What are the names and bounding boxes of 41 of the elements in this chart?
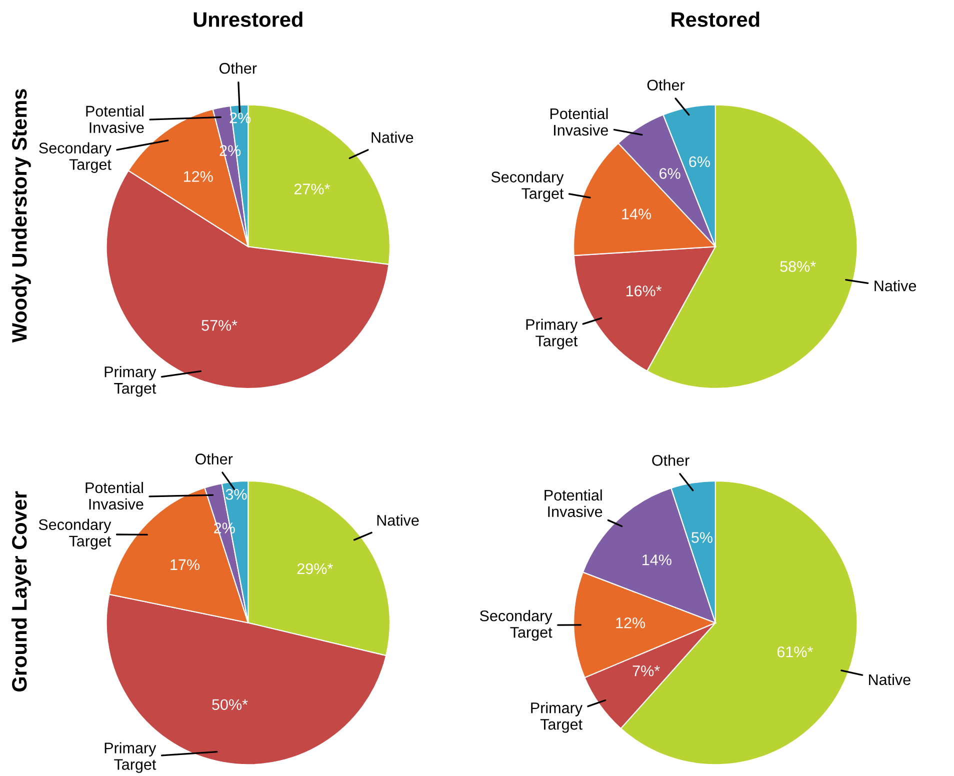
data-label: 12% xyxy=(184,171,213,182)
slice-label: Other xyxy=(647,79,685,91)
slice-label: Other xyxy=(652,454,690,466)
data-label: 12% xyxy=(616,617,646,628)
slice-label: Potential Invasive xyxy=(544,489,602,518)
slice-label: Secondary Target xyxy=(480,610,552,641)
slice-label: Potential Invasive xyxy=(86,105,144,134)
slice-label: Primary Target xyxy=(104,742,156,773)
slice-label: Primary Target xyxy=(526,318,578,350)
data-label: 29%* xyxy=(297,563,333,574)
chart-title: Restored xyxy=(672,12,760,27)
data-label: 7%* xyxy=(632,666,660,676)
slice-label: Secondary Target xyxy=(39,142,112,173)
text: Ground Layer Cover xyxy=(11,491,31,692)
slice-label: Potential Invasive xyxy=(86,482,144,510)
slice-label: Primary Target xyxy=(531,702,583,733)
data-label: 6% xyxy=(689,156,710,168)
slice-label: Other xyxy=(220,62,257,74)
data-label: 61%* xyxy=(777,646,813,658)
data-label: 17% xyxy=(170,559,200,570)
data-label: 16%* xyxy=(626,286,662,296)
data-label: 58%* xyxy=(780,261,816,272)
data-label: 5% xyxy=(692,532,712,543)
data-label: 3% xyxy=(226,488,247,500)
slice-label: Native xyxy=(377,514,419,526)
slice-label: Primary Target xyxy=(104,366,156,397)
data-label: 14% xyxy=(642,554,672,566)
slice-label: Native xyxy=(869,674,910,686)
slice-label: Potential Invasive xyxy=(550,108,608,136)
data-label: 27%* xyxy=(294,184,330,194)
chart-title: Unrestored xyxy=(194,12,302,27)
slice-label: Native xyxy=(372,132,414,143)
slice-label: Secondary Target xyxy=(491,171,564,202)
data-label: 6% xyxy=(660,168,680,179)
slice-label: Native xyxy=(874,280,916,292)
data-label: 14% xyxy=(622,208,652,220)
text: Woody Understory Stems xyxy=(11,89,31,343)
data-label: 57%* xyxy=(202,320,238,331)
data-label: 50%* xyxy=(212,699,248,710)
slice-label: Secondary Target xyxy=(38,518,112,550)
slice-label: Other xyxy=(195,453,233,464)
